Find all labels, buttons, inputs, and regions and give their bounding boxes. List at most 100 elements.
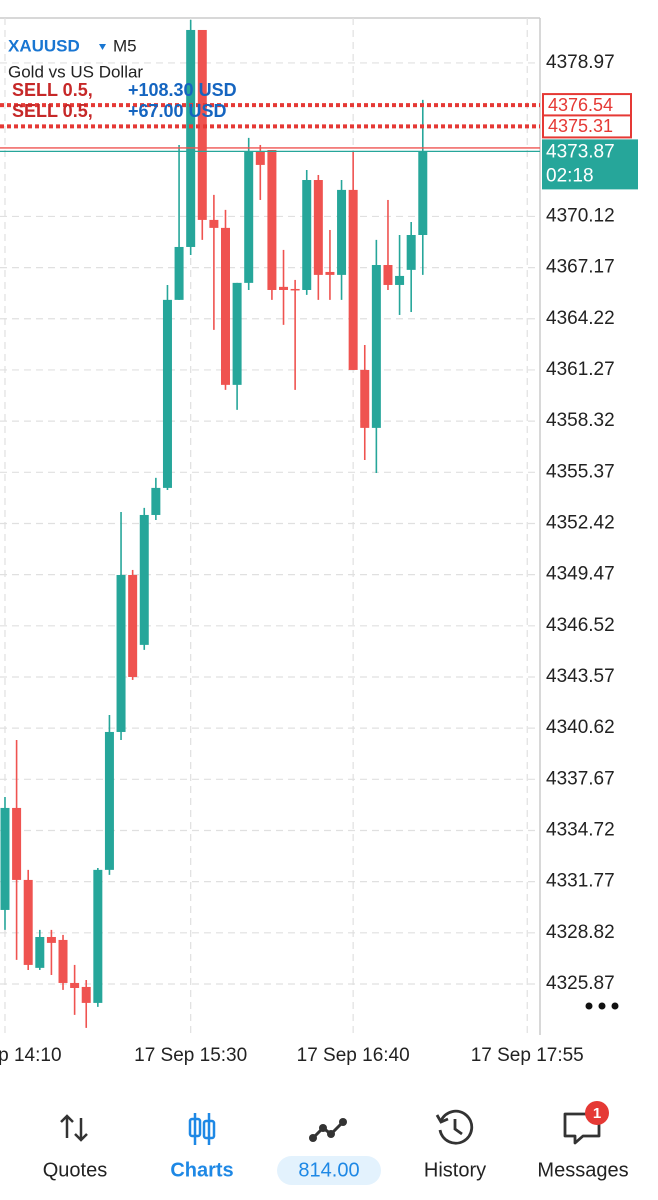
symbol-caret[interactable]	[99, 44, 106, 50]
candle-body	[162, 299, 172, 488]
order-profit: +67.00 USD	[128, 101, 227, 121]
candle-body	[371, 265, 381, 428]
trade-icon	[311, 1120, 345, 1140]
nav-label: Quotes	[43, 1159, 107, 1181]
balance-pill	[277, 1156, 381, 1185]
trade-icon	[339, 1118, 347, 1126]
candle-body	[35, 936, 45, 968]
y-tick-label: 4325.87	[546, 973, 615, 994]
candle-body	[93, 869, 103, 1003]
overlay: 4325.87 4328.82 4331.77 4334.72 4337.67 4340.…	[0, 52, 638, 1066]
candle-body	[23, 879, 33, 965]
y-tick-label: 4349.47	[546, 564, 615, 585]
candle-body	[139, 514, 149, 645]
timeframe[interactable]: M5	[113, 36, 137, 55]
candle-body	[104, 731, 114, 870]
y-tick-label: 4367.17	[546, 257, 615, 278]
dot	[598, 1002, 606, 1010]
y-tick-label: 4343.57	[546, 666, 615, 687]
history-icon	[438, 1109, 474, 1145]
nav-quotes[interactable]: Quotes	[43, 1114, 107, 1181]
quotes-icon	[60, 1114, 88, 1142]
nav-label: 814.00	[298, 1159, 359, 1181]
candle-body	[383, 265, 393, 285]
charts-icon	[202, 1119, 216, 1140]
candle-body	[58, 939, 68, 983]
more-menu[interactable]	[585, 1002, 619, 1010]
candle-body	[360, 369, 370, 428]
candle-body	[302, 180, 312, 290]
dot	[611, 1002, 619, 1010]
candle-body	[418, 151, 428, 235]
candle-body	[116, 574, 126, 732]
y-tick-label: 4337.67	[546, 768, 615, 789]
y-tick-label: 4364.22	[546, 308, 615, 329]
trade-icon	[327, 1130, 335, 1138]
nav-label: Messages	[537, 1159, 628, 1181]
x-tick-label: 17 Sep 14:10	[0, 1045, 62, 1066]
candle-body	[255, 151, 265, 165]
y-tick-label: 4334.72	[546, 820, 615, 841]
candle-body	[128, 574, 138, 677]
order-side: SELL 0.5,	[12, 101, 93, 121]
y-tick-label: 4370.12	[546, 205, 615, 226]
candle-body	[232, 282, 242, 385]
candle-body	[46, 936, 56, 943]
countdown: 02:18	[546, 165, 594, 186]
plot	[0, 19, 428, 1028]
trade-icon	[309, 1134, 317, 1142]
order-side: SELL 0.5,	[12, 80, 93, 100]
candle-body	[313, 180, 323, 275]
last-price-box	[542, 139, 638, 190]
charts-icon	[188, 1117, 202, 1138]
candle-body	[325, 271, 335, 275]
order-price-label: 4376.54	[548, 95, 613, 115]
candle-body	[209, 219, 219, 228]
x-tick-label: 17 Sep 15:30	[134, 1045, 247, 1066]
y-tick-label: 4331.77	[546, 871, 615, 892]
candle-body	[406, 234, 416, 270]
candle-body	[186, 29, 196, 247]
candle-body	[174, 246, 184, 300]
candle-body	[348, 189, 358, 370]
order-price-box	[542, 114, 632, 139]
candle-body	[244, 151, 254, 283]
dot	[585, 1002, 593, 1010]
subtitle: Gold vs US Dollar	[8, 62, 143, 81]
candle-body	[81, 986, 91, 1003]
nav-trade[interactable]: 814.00	[277, 1118, 381, 1185]
y-tick-label: 4352.42	[546, 512, 615, 533]
candle-body	[0, 807, 10, 910]
nav-label: History	[424, 1159, 486, 1181]
x-tick-label: 17 Sep 17:55	[471, 1045, 584, 1066]
symbol[interactable]: XAUUSD	[8, 36, 80, 55]
y-tick-label: 4340.62	[546, 717, 615, 738]
y-tick-label: 4361.27	[546, 359, 615, 380]
y-tick-label: 4378.97	[546, 52, 615, 73]
candle-body	[267, 150, 277, 290]
nav-messages[interactable]: 1 Messages	[537, 1101, 629, 1181]
candle-body	[151, 487, 161, 515]
history-icon	[453, 1119, 463, 1136]
x-tick-label: 17 Sep 16:40	[297, 1045, 410, 1066]
candle-body	[395, 275, 405, 285]
y-tick-label: 4355.37	[546, 461, 615, 482]
badge	[585, 1101, 609, 1125]
nav-history[interactable]: History	[424, 1109, 486, 1181]
candle-body	[220, 227, 230, 385]
candle-body	[337, 189, 347, 275]
candle-body	[70, 982, 80, 988]
trade-icon	[319, 1124, 327, 1132]
order-price-label: 4375.31	[548, 116, 613, 136]
candle-body	[279, 286, 289, 290]
history-icon	[435, 1114, 449, 1124]
candle-body	[12, 807, 22, 880]
candle-body	[290, 288, 300, 291]
badge-count: 1	[593, 1105, 601, 1122]
nav-charts[interactable]: Charts	[170, 1113, 234, 1181]
bottom-nav: Quotes Charts 814.00 History 1 M	[43, 1101, 629, 1185]
last-price-label: 4373.87	[546, 141, 615, 162]
